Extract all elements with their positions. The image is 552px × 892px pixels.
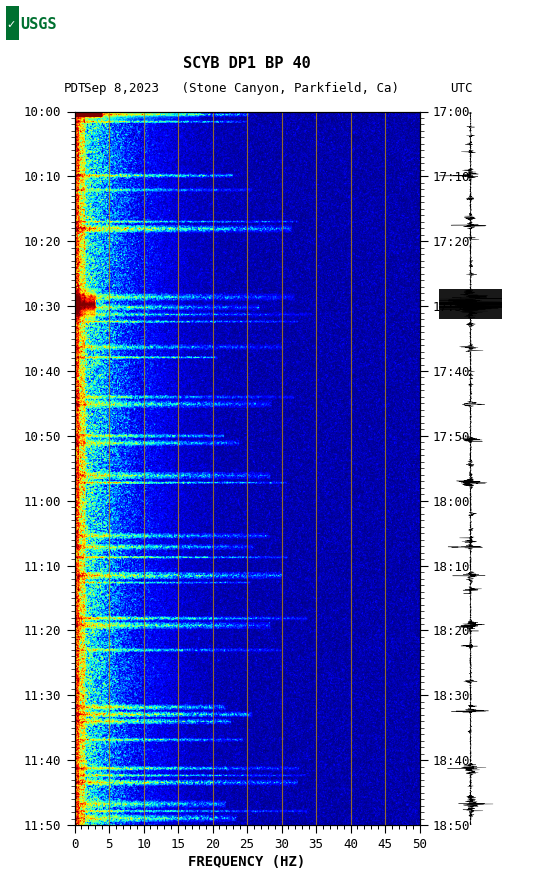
Bar — [6, 6, 19, 40]
Text: PDT: PDT — [63, 82, 86, 95]
Text: USGS: USGS — [21, 17, 57, 32]
Text: SCYB DP1 BP 40: SCYB DP1 BP 40 — [183, 56, 311, 71]
Text: ✓: ✓ — [6, 20, 15, 30]
Bar — [439, 289, 502, 319]
X-axis label: FREQUENCY (HZ): FREQUENCY (HZ) — [188, 855, 306, 870]
Text: Sep 8,2023   (Stone Canyon, Parkfield, Ca): Sep 8,2023 (Stone Canyon, Parkfield, Ca) — [84, 82, 399, 95]
Text: UTC: UTC — [450, 82, 472, 95]
